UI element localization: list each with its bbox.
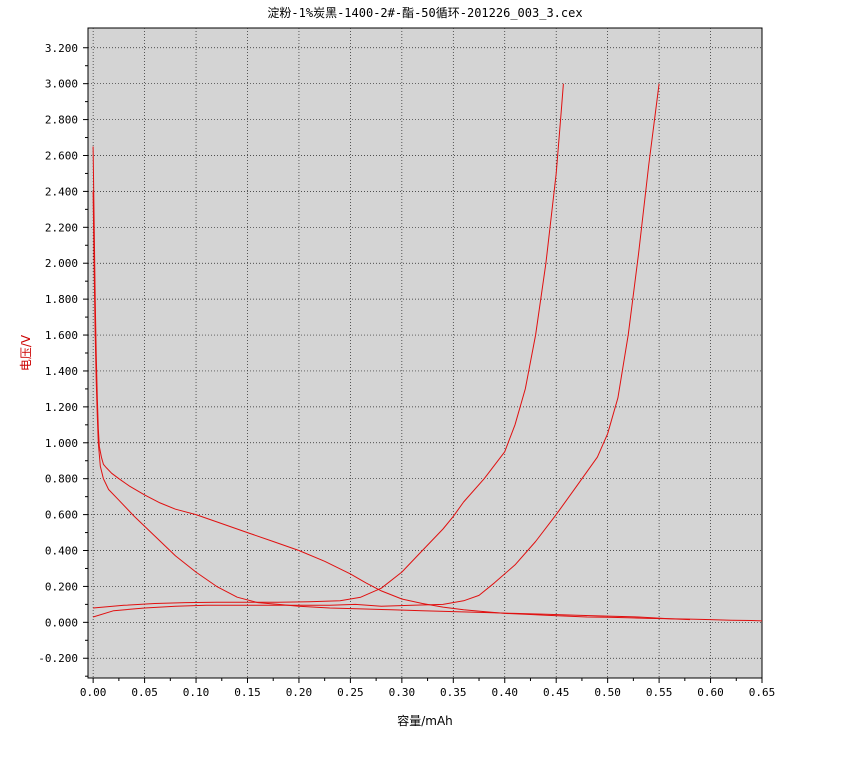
y-tick-label: 0.800 (45, 473, 78, 486)
y-tick-label: 1.400 (45, 365, 78, 378)
y-tick-label: 2.800 (45, 114, 78, 127)
y-tick-label: 2.600 (45, 149, 78, 162)
x-tick-label: 0.45 (543, 686, 570, 699)
y-tick-label: 1.800 (45, 293, 78, 306)
x-tick-label: 0.10 (183, 686, 210, 699)
y-tick-label: 2.200 (45, 221, 78, 234)
x-tick-label: 0.15 (234, 686, 261, 699)
x-tick-label: 0.65 (749, 686, 776, 699)
x-tick-label: 0.55 (646, 686, 673, 699)
plot-area (87, 27, 763, 679)
series-line-2 (92, 83, 660, 618)
x-tick-label: 0.00 (80, 686, 107, 699)
x-tick-label: 0.35 (440, 686, 467, 699)
y-tick-label: 0.000 (45, 616, 78, 629)
y-tick-label: -0.200 (38, 652, 78, 665)
y-tick-label: 1.000 (45, 437, 78, 450)
x-tick-label: 0.50 (594, 686, 621, 699)
y-tick-label: 3.200 (45, 42, 78, 55)
y-tick-label: 3.000 (45, 78, 78, 91)
series-line-3 (92, 191, 691, 621)
series-line-1 (92, 146, 763, 622)
y-tick-label: 2.000 (45, 257, 78, 270)
chart-title: 淀粉-1%炭黑-1400-2#-酯-50循环-201226_003_3.cex (267, 6, 582, 20)
series-layer (92, 83, 763, 622)
grid (88, 28, 762, 678)
x-tick-label: 0.05 (131, 686, 158, 699)
y-tick-label: 0.600 (45, 509, 78, 522)
series-line-4 (93, 83, 564, 609)
y-axis-label: 电压/V (19, 334, 33, 371)
y-tick-label: 2.400 (45, 185, 78, 198)
y-tick-label: 1.200 (45, 401, 78, 414)
x-tick-label: 0.20 (286, 686, 313, 699)
x-axis-label: 容量/mAh (397, 713, 453, 728)
y-tick-label: 0.400 (45, 545, 78, 558)
axes: 0.00 0.05 0.10 0.15 0.20 0.25 0.30 0.35 0.40 0.45… (38, 42, 775, 699)
x-tick-label: 0.25 (337, 686, 364, 699)
y-tick-label: 1.600 (45, 329, 78, 342)
y-tick-label: 0.200 (45, 580, 78, 593)
x-tick-label: 0.40 (491, 686, 518, 699)
x-tick-label: 0.30 (389, 686, 416, 699)
x-tick-label: 0.60 (697, 686, 724, 699)
